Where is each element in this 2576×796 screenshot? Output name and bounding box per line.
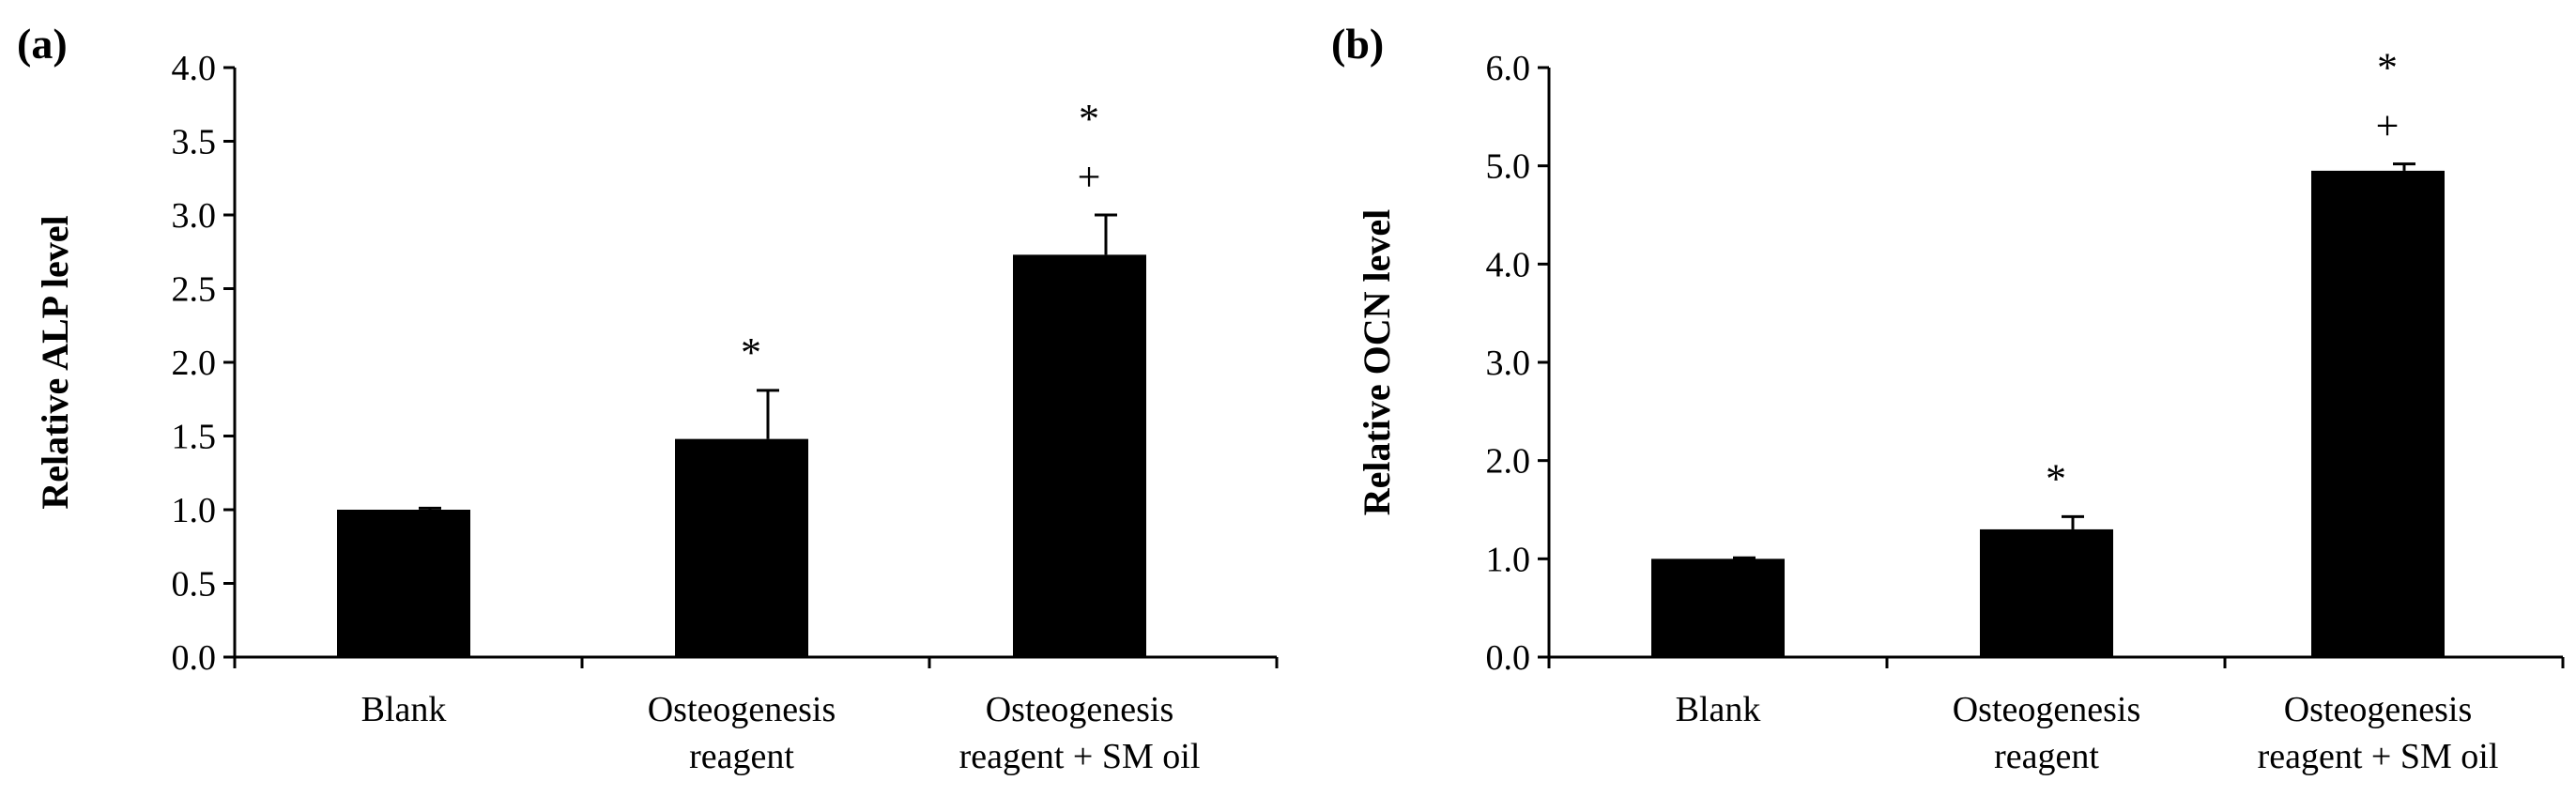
y-tick-label: 3.0: [172, 196, 217, 236]
bar: [2311, 170, 2445, 657]
y-tick-label: 2.5: [172, 270, 217, 310]
y-tick-label: 5.0: [1486, 147, 1531, 187]
x-category-label: reagent + SM oil: [2258, 737, 2499, 776]
x-category-label: Blank: [1676, 690, 1761, 729]
y-tick-label: 3.0: [1486, 344, 1531, 383]
significance-marker: +: [2376, 103, 2400, 149]
y-tick-label: 6.0: [1486, 49, 1531, 88]
significance-marker: *: [1079, 96, 1099, 142]
x-category-label: Osteogenesis: [648, 690, 836, 729]
panel-label: (b): [1331, 20, 1384, 68]
bar: [337, 510, 470, 657]
y-tick-label: 0.5: [172, 565, 217, 605]
x-category-label: reagent: [1994, 737, 2099, 776]
y-tick-label: 1.0: [1486, 540, 1531, 579]
y-tick-label: 1.5: [172, 418, 217, 457]
y-tick-label: 4.0: [1486, 245, 1531, 284]
bar: [675, 438, 808, 657]
y-tick-label: 0.0: [1486, 638, 1531, 678]
x-category-label: Osteogenesis: [1953, 690, 2141, 729]
chart-panel-a: (a) 0.0 0.5 1.0 1.5 2.0 2.5 3.0 3.5 4.0 Relative A…: [17, 20, 1279, 776]
significance-marker: +: [1078, 154, 1101, 200]
y-tick-label: 2.0: [1486, 442, 1531, 482]
y-axis-label: Relative OCN level: [1356, 209, 1398, 516]
y-tick-label: 0.0: [172, 638, 217, 678]
x-category-label: reagent: [689, 737, 794, 776]
bar: [1651, 559, 1785, 657]
x-category-label: Osteogenesis: [2284, 690, 2473, 729]
bar: [1013, 254, 1146, 657]
y-tick-label: 4.0: [172, 49, 217, 88]
significance-marker: *: [2046, 455, 2066, 501]
x-category-label: Blank: [361, 690, 447, 729]
bar: [1980, 528, 2113, 657]
y-tick-label: 3.5: [172, 123, 217, 162]
x-category-label: Osteogenesis: [986, 690, 1174, 729]
significance-marker: *: [2377, 45, 2398, 91]
chart-panel-b: (b) 0.0 1.0 2.0 3.0 4.0 5.0 6.0 Relative OCN lev…: [1331, 20, 2565, 776]
significance-marker: *: [741, 329, 761, 375]
x-category-label: reagent + SM oil: [959, 737, 1201, 776]
panel-label: (a): [17, 20, 68, 68]
y-tick-label: 1.0: [172, 491, 217, 530]
y-axis-label: Relative ALP level: [34, 215, 76, 509]
y-tick-label: 2.0: [172, 344, 217, 383]
